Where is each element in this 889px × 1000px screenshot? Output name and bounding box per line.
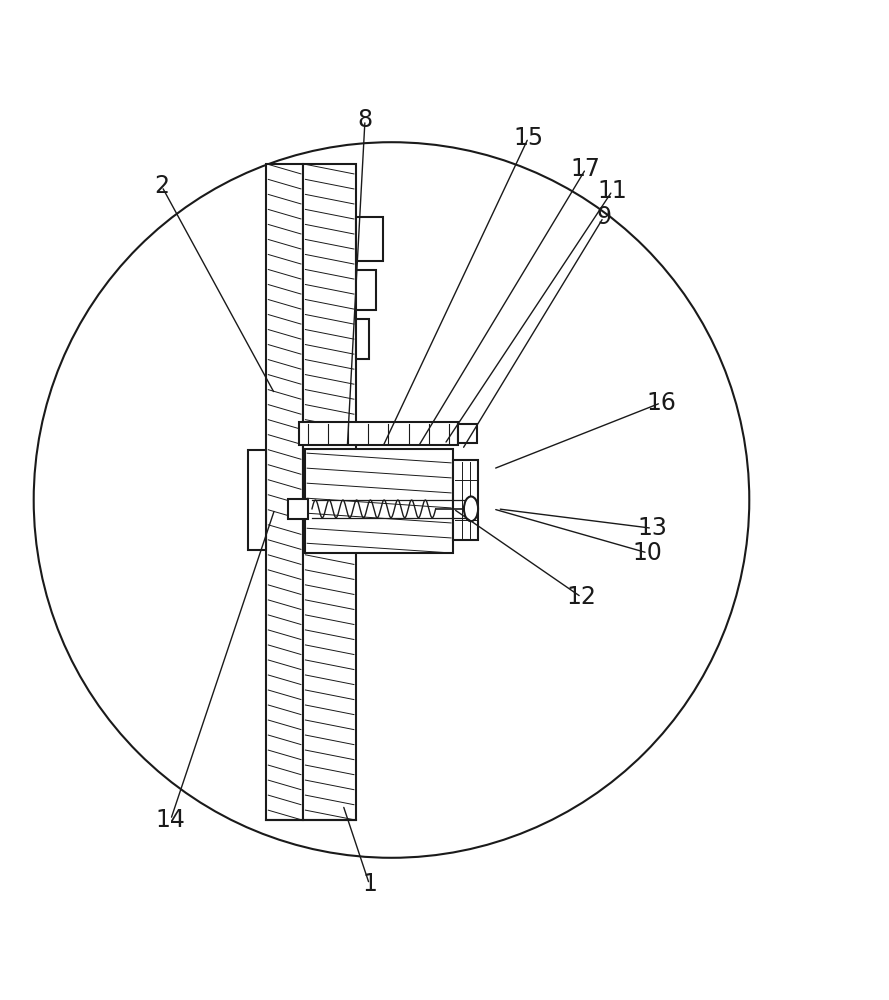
Bar	[458, 424, 477, 443]
Bar	[248, 450, 266, 550]
Ellipse shape	[464, 496, 478, 521]
Text: 9: 9	[596, 205, 611, 229]
Text: 11: 11	[597, 179, 628, 203]
Bar	[356, 217, 382, 261]
Text: 15: 15	[513, 126, 543, 150]
Text: 10: 10	[633, 541, 662, 565]
Bar	[453, 460, 478, 540]
Text: 2: 2	[155, 174, 169, 198]
Text: 13: 13	[637, 516, 667, 540]
Text: 1: 1	[362, 872, 377, 896]
Text: 17: 17	[571, 157, 601, 181]
Bar	[288, 499, 308, 519]
Text: 14: 14	[156, 808, 186, 832]
Text: 12: 12	[566, 585, 597, 609]
Text: 8: 8	[357, 108, 372, 132]
Bar	[299, 422, 458, 445]
Bar	[303, 164, 356, 820]
Bar	[356, 319, 369, 359]
Bar	[305, 449, 453, 553]
Bar	[356, 270, 375, 310]
Text: 16: 16	[646, 391, 676, 415]
Bar	[266, 164, 303, 820]
